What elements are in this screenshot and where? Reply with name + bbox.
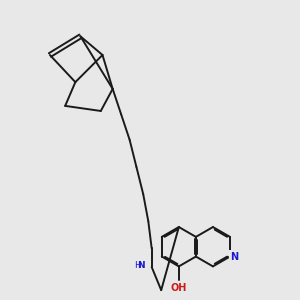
Text: H: H	[134, 261, 141, 270]
Text: N: N	[230, 251, 238, 262]
Text: OH: OH	[171, 284, 187, 293]
Text: N: N	[137, 261, 145, 270]
